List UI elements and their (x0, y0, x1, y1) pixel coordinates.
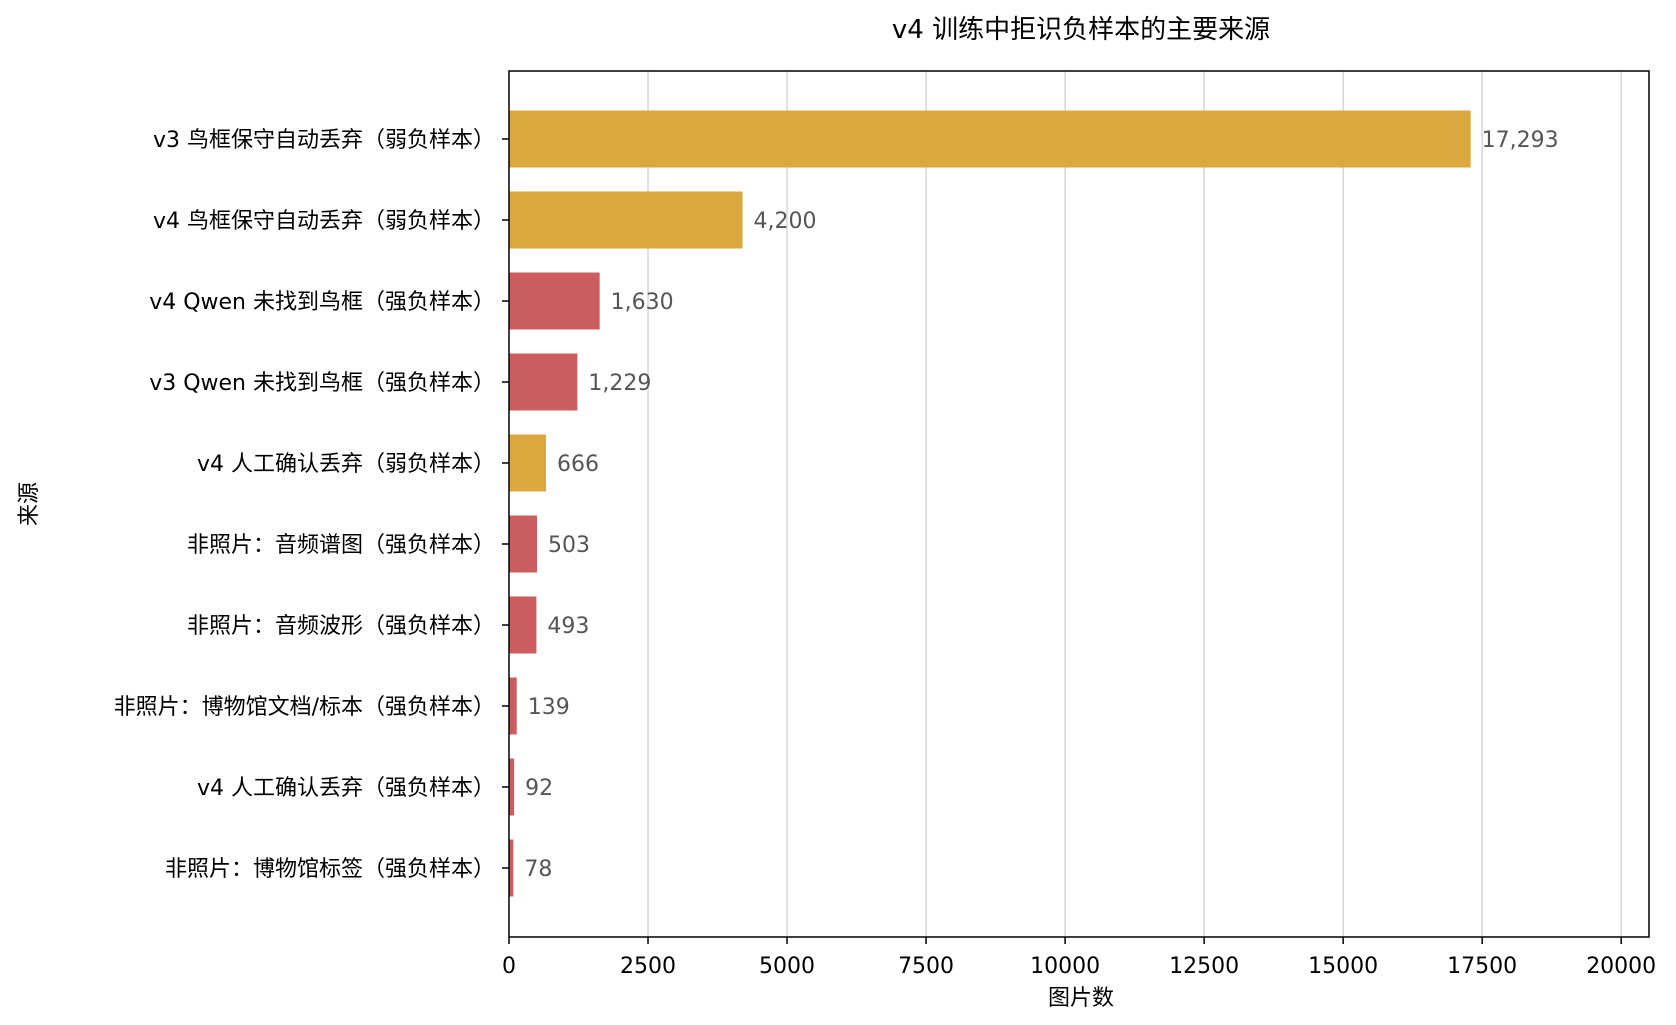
category-label: 非照片：博物馆文档/标本（强负样本） (114, 695, 495, 720)
category-label: 非照片：音频波形（强负样本） (187, 614, 495, 639)
bars (509, 110, 1471, 897)
category-label: 非照片：音频谱图（强负样本） (187, 533, 495, 558)
chart-title: v4 训练中拒识负样本的主要来源 (892, 15, 1270, 45)
x-tick-label: 10000 (1030, 954, 1100, 979)
bar (509, 110, 1471, 168)
x-tick-label: 0 (502, 954, 516, 979)
value-label: 493 (547, 614, 589, 639)
bar (509, 434, 547, 492)
x-tick-label: 2500 (620, 954, 676, 979)
category-label: v3 鸟框保守自动丢弃（弱负样本） (153, 128, 495, 153)
bar (509, 677, 517, 735)
category-label: v4 鸟框保守自动丢弃（弱负样本） (153, 209, 495, 234)
category-label: v4 人工确认丢弃（弱负样本） (197, 452, 495, 477)
gridlines (647, 71, 1622, 937)
value-label: 4,200 (754, 209, 817, 234)
x-tick-label: 17500 (1447, 954, 1517, 979)
bar (509, 272, 600, 330)
x-tick-label: 5000 (759, 954, 815, 979)
value-labels: 17,293 4,200 1,630 1,229 666 503 493 139 92 78 (524, 128, 1558, 882)
value-label: 139 (528, 695, 570, 720)
value-label: 1,229 (588, 371, 651, 396)
x-axis-label: 图片数 (1048, 986, 1114, 1011)
value-label: 666 (557, 452, 599, 477)
bar (509, 191, 743, 249)
x-tick-label: 20000 (1586, 954, 1656, 979)
category-labels: v3 鸟框保守自动丢弃（弱负样本） v4 鸟框保守自动丢弃（弱负样本） v4 Qwe… (114, 128, 509, 882)
bar (509, 839, 514, 897)
value-label: 92 (525, 776, 553, 801)
value-label: 17,293 (1482, 128, 1559, 153)
category-label: v4 人工确认丢弃（强负样本） (197, 776, 495, 801)
category-label: v3 Qwen 未找到鸟框（强负样本） (149, 371, 495, 396)
x-tick-label: 15000 (1308, 954, 1378, 979)
category-label: v4 Qwen 未找到鸟框（强负样本） (149, 290, 495, 315)
bar (509, 758, 515, 816)
bar (509, 596, 537, 654)
value-label: 503 (548, 533, 590, 558)
value-label: 1,630 (611, 290, 674, 315)
x-tick-labels: 0 2500 5000 7500 10000 12500 15000 17500 20000 (502, 937, 1656, 979)
plot-frame (508, 70, 1650, 938)
bar (509, 515, 537, 573)
bar (509, 353, 578, 411)
x-tick-label: 7500 (898, 954, 954, 979)
category-label: 非照片：博物馆标签（强负样本） (165, 857, 495, 882)
value-label: 78 (524, 857, 552, 882)
x-tick-label: 12500 (1169, 954, 1239, 979)
y-axis-label: 来源 (17, 482, 42, 526)
